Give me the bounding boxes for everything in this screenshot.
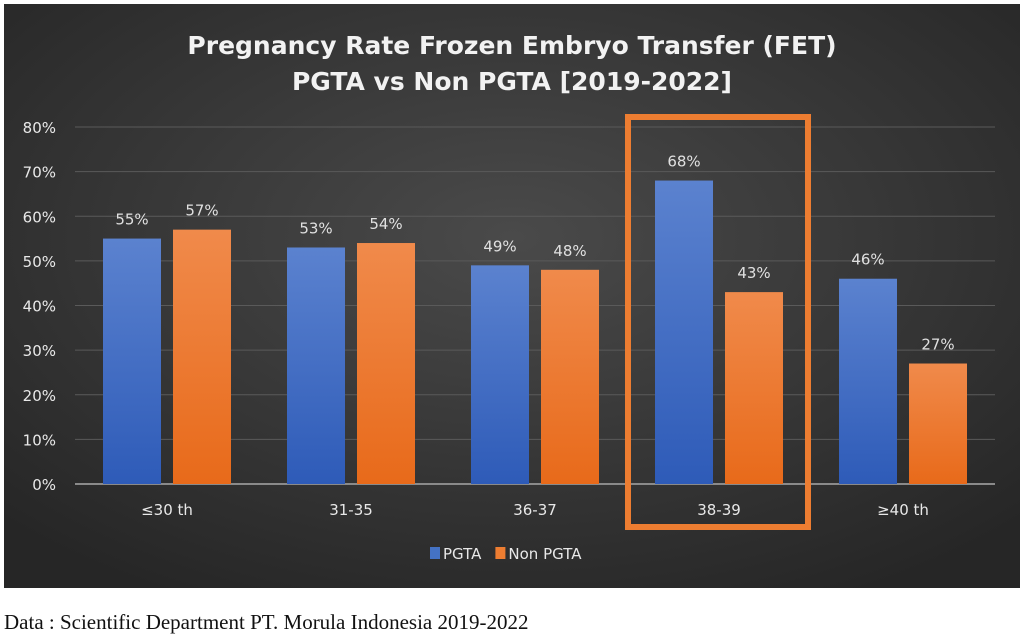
y-tick-label: 0% <box>32 476 56 494</box>
x-tick-label: ≤30 th <box>141 501 193 519</box>
data-source-caption: Data : Scientific Department PT. Morula … <box>4 610 529 634</box>
y-tick-label: 80% <box>23 119 56 137</box>
data-label: 46% <box>851 251 884 269</box>
chart-title-line1: Pregnancy Rate Frozen Embryo Transfer (F… <box>187 31 836 60</box>
highlight-box <box>625 114 811 530</box>
bar-non-pgta <box>541 269 599 484</box>
bar-non-pgta <box>725 292 783 484</box>
data-label: 43% <box>737 264 770 282</box>
data-label: 68% <box>667 153 700 171</box>
bar-pgta <box>471 265 529 484</box>
y-tick-label: 50% <box>23 253 56 271</box>
x-tick-label: ≥40 th <box>877 501 929 519</box>
legend-label: Non PGTA <box>508 545 582 563</box>
data-label: 53% <box>299 219 332 237</box>
y-tick-label: 60% <box>23 208 56 226</box>
data-label: 57% <box>185 202 218 220</box>
x-tick-label: 38-39 <box>697 501 741 519</box>
data-label: 48% <box>553 242 586 260</box>
legend-swatch <box>430 547 440 559</box>
bar-pgta <box>103 238 161 484</box>
data-label: 49% <box>483 237 516 255</box>
y-tick-label: 20% <box>23 387 56 405</box>
bar-pgta <box>839 278 897 484</box>
legend-swatch <box>495 547 506 559</box>
x-tick-label: 31-35 <box>329 501 373 519</box>
y-tick-label: 30% <box>23 342 56 360</box>
y-tick-label: 70% <box>23 164 56 182</box>
x-tick-label: 36-37 <box>513 501 557 519</box>
legend-label: PGTA <box>443 545 482 563</box>
bar-non-pgta <box>173 229 231 484</box>
bar-pgta <box>655 180 713 485</box>
y-tick-label: 10% <box>23 431 56 449</box>
data-label: 54% <box>369 215 402 233</box>
y-tick-label: 40% <box>23 298 56 316</box>
bar-non-pgta <box>357 243 415 484</box>
bar-pgta <box>287 247 345 484</box>
bar-non-pgta <box>909 363 967 484</box>
data-label: 27% <box>921 336 954 354</box>
chart-title-line2: PGTA vs Non PGTA [2019-2022] <box>292 67 732 96</box>
data-label: 55% <box>115 211 148 229</box>
